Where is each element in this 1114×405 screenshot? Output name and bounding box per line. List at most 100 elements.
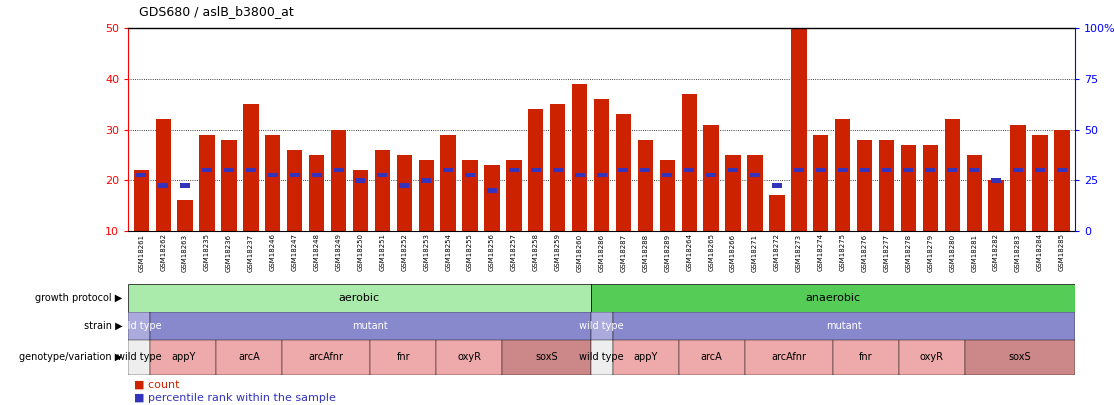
Bar [879,140,895,231]
Bar [772,183,782,188]
Text: arcAfnr: arcAfnr [309,352,344,362]
Bar [202,168,212,173]
Text: mutant: mutant [352,321,388,331]
Text: GSM18262: GSM18262 [160,233,166,271]
Text: GSM18285: GSM18285 [1059,233,1065,271]
Text: aerobic: aerobic [339,293,380,303]
Bar [838,168,848,173]
Text: GSM18261: GSM18261 [138,233,144,272]
Bar [663,173,673,177]
Bar [703,125,719,231]
Bar [134,170,149,231]
Bar [282,340,370,375]
Bar [791,28,807,231]
Text: GSM18280: GSM18280 [949,233,956,272]
Bar [290,173,300,177]
Text: GSM18278: GSM18278 [906,233,911,272]
Bar [641,168,651,173]
Bar [1035,168,1045,173]
Text: arcA: arcA [701,352,723,362]
Text: GSM18255: GSM18255 [467,233,473,271]
Text: wild type: wild type [579,321,624,331]
Bar [836,119,850,231]
Bar [287,150,302,231]
Bar [399,183,409,188]
Text: GSM18236: GSM18236 [226,233,232,272]
Bar [575,173,585,177]
Bar [860,168,870,173]
Bar [926,168,936,173]
Bar [502,340,590,375]
Text: arcA: arcA [238,352,260,362]
Text: soxS: soxS [535,352,558,362]
Bar [419,160,433,231]
Bar [594,99,609,231]
Bar [678,340,744,375]
Bar [265,134,281,231]
Bar [747,155,763,231]
Text: GSM18286: GSM18286 [598,233,605,272]
Bar [1013,168,1023,173]
Text: GSM18277: GSM18277 [883,233,889,272]
Text: GSM18279: GSM18279 [927,233,934,272]
Text: GSM18273: GSM18273 [795,233,802,272]
Bar [1057,168,1067,173]
Bar [128,340,150,375]
Text: appY: appY [170,352,195,362]
Text: GSM18274: GSM18274 [818,233,823,271]
Bar [158,183,168,188]
Bar [199,134,215,231]
Bar [378,173,388,177]
Bar [528,109,544,231]
Bar [353,170,368,231]
Bar [462,160,478,231]
Bar [899,340,965,375]
Bar [1033,134,1047,231]
Text: GSM18282: GSM18282 [993,233,999,271]
Bar [597,173,606,177]
Bar [150,312,590,340]
Bar [487,188,497,193]
Bar [150,340,216,375]
Bar [180,183,190,188]
Text: GSM18258: GSM18258 [532,233,539,271]
Text: GSM18257: GSM18257 [511,233,517,271]
Bar [616,115,632,231]
Bar [222,140,236,231]
Text: ■ count: ■ count [134,379,179,389]
Bar [988,180,1004,231]
Text: GSM18251: GSM18251 [380,233,385,271]
Bar [331,130,346,231]
Text: growth protocol ▶: growth protocol ▶ [36,293,123,303]
Bar [267,173,277,177]
Bar [744,340,833,375]
Bar [706,173,716,177]
Text: fnr: fnr [397,352,410,362]
Bar [659,160,675,231]
Bar [397,155,412,231]
Text: GSM18237: GSM18237 [247,233,254,272]
Text: ■ percentile rank within the sample: ■ percentile rank within the sample [134,393,335,403]
Bar [857,140,872,231]
Bar [991,178,1001,183]
Text: GSM18260: GSM18260 [577,233,583,272]
Bar [682,94,697,231]
Text: GSM18248: GSM18248 [314,233,320,271]
Text: GSM18288: GSM18288 [643,233,648,272]
Bar [590,312,613,340]
Bar [224,168,234,173]
Bar [370,340,437,375]
Bar [553,168,563,173]
Text: soxS: soxS [1008,352,1032,362]
Bar [156,119,170,231]
Text: GSM18272: GSM18272 [774,233,780,271]
Text: oxyR: oxyR [458,352,481,362]
Text: GDS680 / aslB_b3800_at: GDS680 / aslB_b3800_at [139,5,294,18]
Text: GSM18256: GSM18256 [489,233,495,271]
Text: appY: appY [634,352,657,362]
Text: GSM18287: GSM18287 [620,233,626,272]
Bar [833,340,899,375]
Bar [945,119,960,231]
Bar [881,168,891,173]
Bar [312,173,322,177]
